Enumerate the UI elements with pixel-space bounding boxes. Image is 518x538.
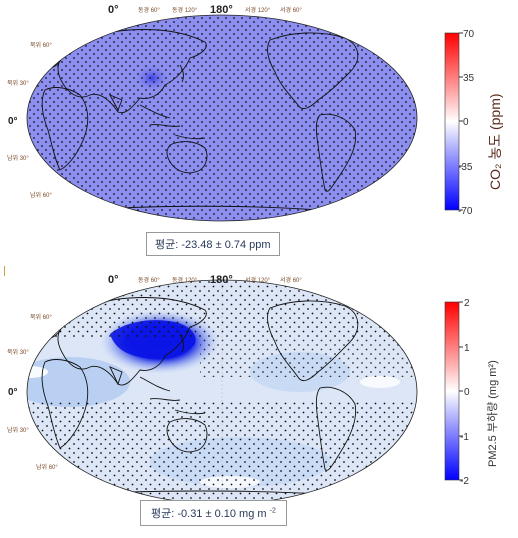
co2-lon-label-0: 0°	[108, 4, 119, 16]
co2-cbar-tick-0: 70	[463, 29, 475, 40]
pm25-map-svg: 0° 동경 60° 동경 120° 180° 서경 120° 서경 60° 북위…	[7, 274, 499, 505]
co2-map-svg: 0° 동경 60° 동경 120° 180° 서경 120° 서경 60° 북위…	[7, 4, 503, 222]
pm25-colorbar-label: PM2.5 부하량 (mg m²)	[485, 360, 499, 467]
co2-lon-label-1: 동경 60°	[138, 7, 160, 14]
co2-cbar-tick-2: 0	[463, 117, 469, 128]
pm25-lon-label-4: 서경 120°	[245, 276, 271, 284]
co2-mean-box: 평균: -23.48 ± 0.74 ppm	[146, 232, 280, 256]
pm25-cbar-tick-0: 2	[464, 298, 470, 309]
pm25-colorbar	[444, 301, 460, 481]
pm25-mean-exponent: -2	[269, 507, 276, 515]
pm25-lon-label-2: 동경 120°	[172, 277, 198, 284]
co2-cbar-tick-4: -70	[458, 206, 473, 217]
pm25-lon-label-5: 서경 60°	[280, 276, 302, 284]
pm25-lon-label-0: 0°	[108, 274, 119, 286]
co2-lat-label-0: 북위 60°	[30, 41, 52, 49]
pm25-mean-box: 평균: -0.31 ± 0.10 mg m -2	[140, 500, 287, 526]
co2-cbar-tick-1: 35	[463, 73, 475, 84]
co2-colorbar-ticks	[459, 32, 463, 211]
co2-mean-text: 평균: -23.48 ± 0.74 ppm	[155, 239, 271, 251]
pm25-lat-label-3: 남위 30°	[7, 426, 29, 434]
co2-lat-label-4: 남위 60°	[30, 191, 52, 199]
co2-lon-label-5: 서경 60°	[280, 6, 302, 14]
pm25-lat-label-0: 북위 60°	[30, 313, 52, 321]
pm25-lon-label-3: 180°	[210, 274, 233, 286]
co2-lat-label-3: 남위 30°	[7, 154, 29, 162]
pm25-cbar-tick-4: -2	[460, 476, 469, 487]
co2-lon-label-4: 서경 120°	[245, 6, 271, 14]
pm25-stippling-south	[27, 402, 417, 502]
pm25-mean-text: 평균: -0.31 ± 0.10 mg m	[151, 508, 267, 520]
pm25-cbar-tick-1: 1	[464, 343, 470, 354]
pm25-lat-label-1: 북위 30°	[7, 348, 29, 356]
co2-colorbar-label: CO₂ 농도 (ppm)	[487, 93, 503, 190]
pm25-coastlines	[39, 290, 361, 495]
panel-divider-mark	[4, 266, 5, 276]
co2-lon-label-3: 180°	[210, 4, 233, 16]
co2-stippling	[27, 15, 417, 221]
co2-lon-label-2: 동경 120°	[172, 7, 198, 14]
pm25-cbar-tick-2: 0	[464, 387, 470, 398]
pm25-lon-label-1: 동경 60°	[138, 277, 160, 284]
pm25-colorbar-ticks	[459, 301, 463, 481]
pm25-panel: 0° 동경 60° 동경 120° 180° 서경 120° 서경 60° 북위…	[0, 262, 518, 533]
pm25-lat-label-4: 남위 60°	[36, 463, 58, 471]
co2-lat-label-1: 북위 30°	[7, 79, 29, 87]
pm25-cbar-tick-3: -1	[460, 432, 469, 443]
co2-cbar-tick-3: -35	[458, 162, 473, 173]
pm25-lat-label-2: 0°	[8, 387, 18, 398]
pm25-stippling-north	[27, 280, 417, 337]
co2-panel: 0° 동경 60° 동경 120° 180° 서경 120° 서경 60° 북위…	[0, 0, 518, 262]
co2-colorbar	[444, 32, 460, 211]
co2-lat-label-2: 0°	[8, 116, 18, 127]
